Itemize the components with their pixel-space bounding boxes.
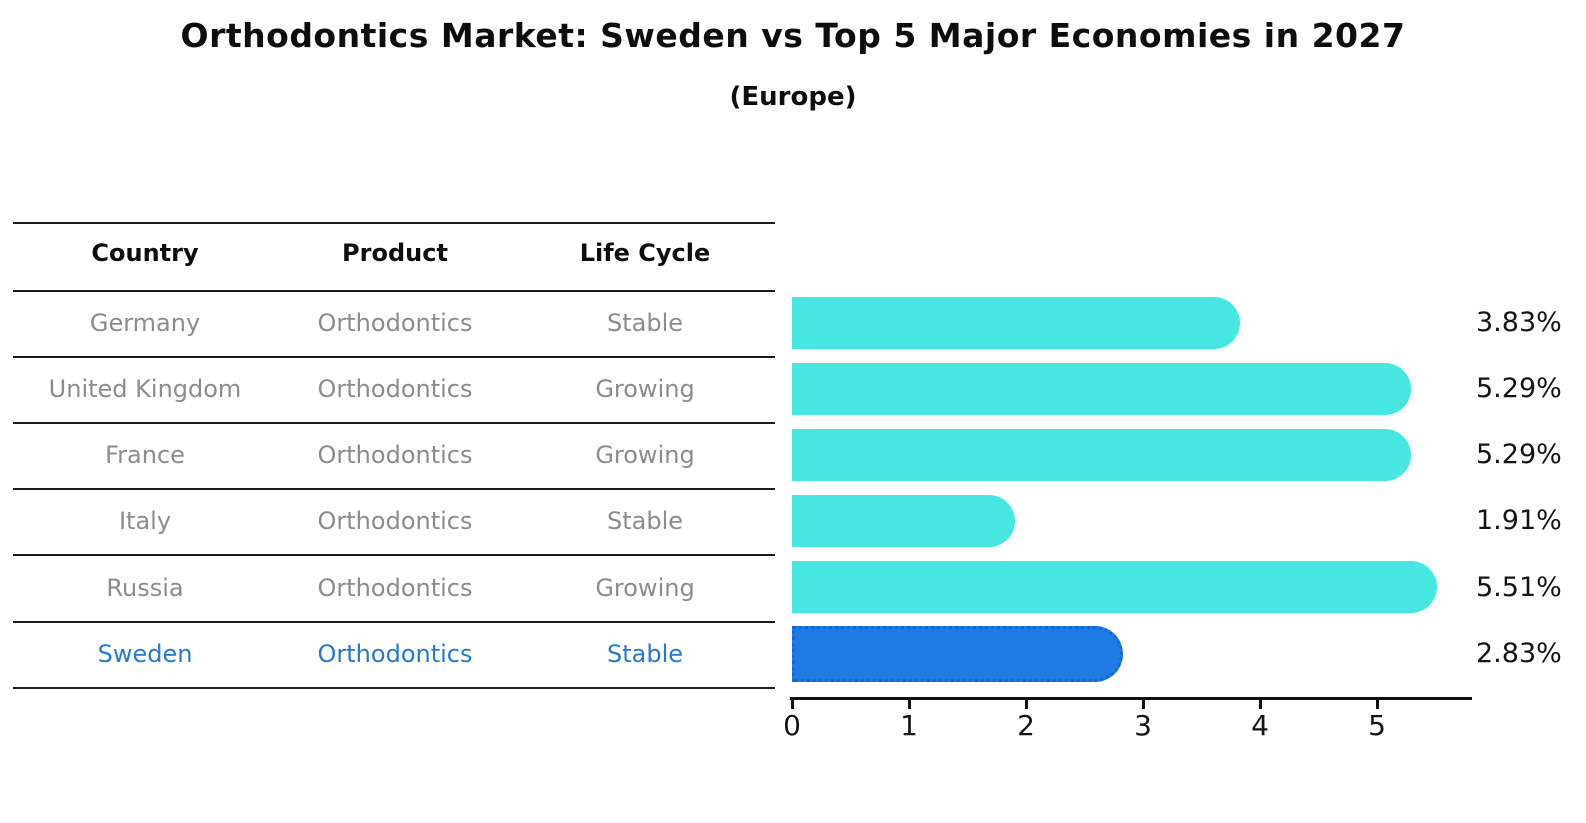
x-axis-tick [1376,699,1379,709]
x-axis-tick [791,699,794,709]
table-cell-country: United Kingdom [48,375,242,403]
table-cell-life-cycle: Growing [595,573,695,602]
table-cell-country: Russia [106,573,184,602]
table-cell-life-cycle: Growing [595,375,695,403]
bar-value-label: 2.83% [1476,638,1562,669]
table-row-separator [13,554,775,556]
bar-value-label: 5.29% [1476,373,1562,404]
bar-value-label: 5.51% [1476,571,1562,603]
table-cell-country: Germany [89,309,201,337]
x-axis-tick-label: 2 [1017,709,1035,742]
bar-value-label: 5.29% [1476,439,1562,470]
table-cell-product: Orthodontics [317,441,473,469]
bar [792,561,1437,613]
table-cell-life-cycle: Growing [595,441,695,469]
x-axis-tick-label: 5 [1368,709,1386,742]
table-top-border [13,222,775,224]
table-row-separator [13,488,775,490]
table-cell-product: Orthodontics [317,640,473,668]
bar [792,626,1123,682]
table-cell-life-cycle: Stable [606,640,684,668]
x-axis-tick [1142,699,1145,709]
table-row-separator [13,422,775,424]
x-axis-tick-label: 3 [1134,709,1152,742]
bar-value-label: 1.91% [1476,505,1562,536]
bar [792,495,1015,547]
bar [792,297,1240,349]
column-header-life-cycle: Life Cycle [579,239,711,267]
table-cell-product: Orthodontics [317,309,473,337]
x-axis-tick [1259,699,1262,709]
table-cell-product: Orthodontics [317,573,473,602]
chart-title: Orthodontics Market: Sweden vs Top 5 Maj… [180,16,1406,55]
table-cell-country: Italy [118,507,172,535]
table-cell-product: Orthodontics [317,375,473,403]
x-axis-tick [1025,699,1028,709]
x-axis-tick [908,699,911,709]
column-header-product: Product [342,239,448,267]
table-cell-country: Sweden [97,640,193,668]
x-axis-tick-label: 4 [1251,709,1269,742]
table-row-separator [13,356,775,358]
chart-subtitle: (Europe) [729,82,857,112]
bar-value-label: 3.83% [1476,307,1562,338]
column-header-country: Country [91,239,199,267]
x-axis [790,697,1472,700]
bar [792,363,1411,415]
table-cell-life-cycle: Stable [606,309,684,337]
table-cell-life-cycle: Stable [606,507,684,535]
table-bottom-border [13,687,775,689]
table-cell-product: Orthodontics [317,507,473,535]
bar [792,429,1411,481]
table-cell-country: France [105,441,185,469]
x-axis-tick-label: 1 [900,709,918,742]
table-row-separator [13,290,775,292]
table-row-separator [13,621,775,623]
x-axis-tick-label: 0 [783,709,801,742]
